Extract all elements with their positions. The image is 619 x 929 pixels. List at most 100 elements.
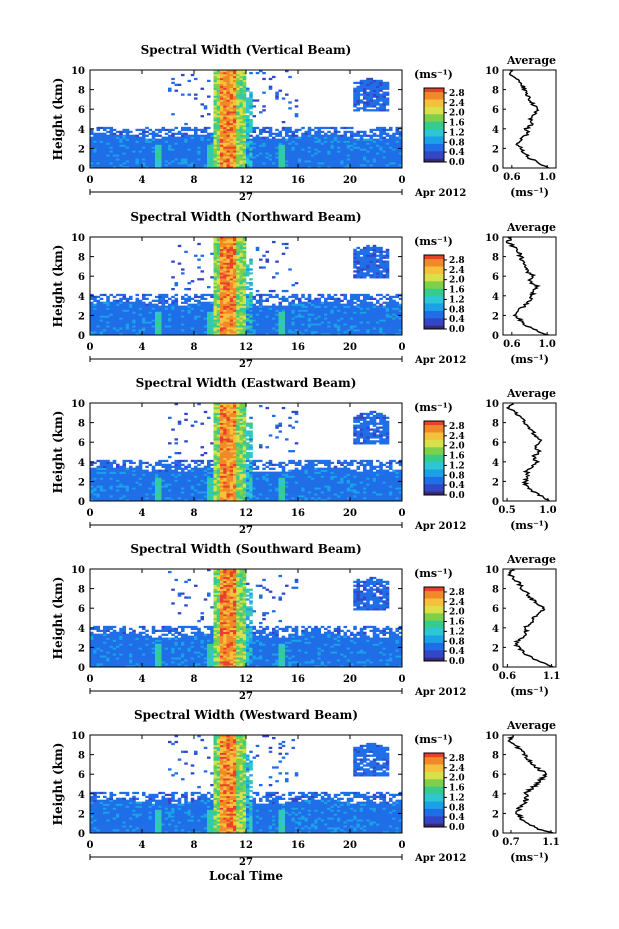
heatmap-cell — [129, 130, 133, 134]
heatmap-cell — [259, 333, 263, 336]
heatmap-cell — [242, 317, 247, 320]
heatmap-cell — [223, 284, 227, 287]
heatmap-cell — [242, 242, 247, 246]
heatmap-cell — [125, 305, 130, 308]
heatmap-cell — [398, 136, 403, 139]
heatmap-cell — [382, 274, 387, 277]
heatmap-cell — [229, 162, 234, 165]
heatmap-cell — [330, 295, 335, 299]
heatmap-cell — [184, 313, 188, 316]
heatmap-cell — [385, 331, 390, 334]
heatmap-cell — [359, 93, 364, 96]
heatmap-cell — [220, 317, 224, 320]
heatmap-cell — [366, 305, 370, 308]
heatmap-cell — [197, 319, 201, 322]
heatmap-cell — [135, 140, 140, 143]
heatmap-cell — [324, 333, 328, 336]
heatmap-cell — [155, 319, 159, 322]
heatmap-cell — [90, 321, 94, 324]
heatmap-cell — [207, 331, 211, 334]
heatmap-cell — [207, 307, 211, 310]
heatmap-cell — [93, 156, 97, 159]
heatmap-cell — [200, 321, 205, 324]
heatmap-cell — [366, 317, 370, 320]
heatmap-cell — [395, 162, 400, 165]
heatmap-cell — [359, 160, 364, 163]
heatmap-cell — [304, 144, 309, 147]
heatmap-cell — [223, 315, 227, 318]
heatmap-cell — [203, 158, 208, 161]
heatmap-cell — [294, 297, 299, 301]
heatmap-cell — [389, 148, 393, 151]
heatmap-cell — [181, 333, 185, 336]
heatmap-cell — [216, 274, 221, 277]
heatmap-cell — [129, 144, 133, 147]
heatmap-cell — [385, 156, 390, 159]
heatmap-cell — [122, 301, 127, 304]
heatmap-cell — [350, 311, 354, 314]
heatmap-cell — [366, 262, 370, 265]
heatmap-cell — [119, 325, 123, 328]
heatmap-cell — [242, 75, 247, 79]
heatmap-cell — [229, 280, 234, 283]
heatmap-cell — [350, 305, 354, 308]
heatmap-cell — [213, 295, 218, 299]
heatmap-cell — [148, 323, 153, 326]
heatmap-cell — [135, 128, 140, 132]
heatmap-cell — [304, 150, 309, 153]
heatmap-cell — [314, 144, 318, 147]
heatmap-cell — [229, 107, 234, 110]
heatmap-cell — [314, 160, 318, 163]
heatmap-cell — [307, 305, 312, 308]
heatmap-cell — [392, 134, 396, 137]
heatmap-cell — [213, 256, 218, 259]
heatmap-cell — [366, 260, 370, 263]
heatmap-cell — [314, 305, 318, 308]
colorbar-segment — [424, 97, 444, 100]
heatmap-cell — [194, 254, 198, 257]
heatmap-cell — [398, 307, 403, 310]
heatmap-cell — [168, 329, 172, 332]
heatmap-cell — [359, 307, 364, 310]
heatmap-cell — [229, 307, 234, 310]
heatmap-cell — [106, 333, 110, 336]
heatmap-cell — [226, 109, 231, 112]
heatmap-cell — [210, 166, 214, 169]
heatmap-cell — [171, 313, 175, 316]
heatmap-cell — [333, 311, 338, 314]
heatmap-cell — [220, 99, 224, 102]
heatmap-cell — [252, 138, 257, 141]
heatmap-cell — [174, 162, 179, 165]
heatmap-cell — [190, 166, 195, 169]
x-tick-label: 16 — [291, 342, 305, 353]
heatmap-cell — [272, 146, 276, 149]
heatmap-cell — [242, 85, 247, 88]
heatmap-cell — [207, 126, 211, 130]
heatmap-cell — [369, 77, 374, 81]
heatmap-cell — [343, 319, 348, 322]
heatmap-cell — [106, 148, 110, 151]
heatmap-cell — [359, 293, 364, 297]
heatmap-cell — [275, 319, 279, 322]
heatmap-cell — [363, 319, 367, 322]
heatmap-cell — [363, 315, 367, 318]
heatmap-cell — [350, 325, 354, 328]
heatmap-cell — [223, 289, 227, 293]
heatmap-cell — [132, 152, 136, 155]
heatmap-cell — [116, 156, 120, 159]
heatmap-cell — [233, 333, 237, 336]
heatmap-cell — [337, 152, 341, 155]
heatmap-cell — [311, 313, 315, 316]
heatmap-cell — [363, 325, 367, 328]
heatmap-cell — [96, 146, 101, 149]
heatmap-cell — [112, 134, 117, 137]
heatmap-cell — [203, 140, 208, 143]
heatmap-cell — [376, 128, 380, 132]
heatmap-cell — [213, 73, 218, 77]
heatmap-cell — [161, 295, 166, 299]
heatmap-cell — [122, 162, 127, 165]
heatmap-cell — [385, 262, 390, 265]
heatmap-cell — [330, 313, 335, 316]
heatmap-cell — [268, 317, 273, 320]
heatmap-cell — [135, 297, 140, 301]
